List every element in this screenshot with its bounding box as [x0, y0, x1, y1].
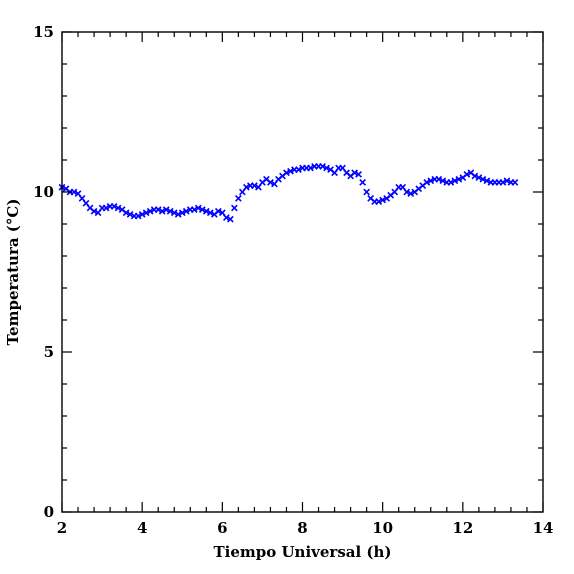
- data-point: [182, 207, 190, 215]
- y-tick-label: 5: [44, 343, 54, 361]
- y-tick-label: 15: [33, 23, 54, 41]
- data-point: [70, 188, 78, 196]
- data-point: [110, 203, 118, 210]
- data-point: [154, 206, 162, 213]
- data-points: [58, 163, 519, 223]
- data-point: [146, 207, 154, 215]
- data-point: [138, 211, 146, 218]
- data-point: [403, 188, 411, 196]
- data-point: [170, 209, 178, 217]
- data-point: [511, 179, 519, 186]
- data-point: [222, 214, 230, 221]
- axis-ticks: [61, 31, 544, 513]
- data-point: [226, 215, 234, 223]
- data-point: [202, 207, 210, 215]
- data-point: [295, 166, 302, 173]
- data-point: [235, 195, 242, 202]
- data-point: [287, 167, 294, 175]
- data-point: [375, 198, 383, 205]
- x-axis-label: Tiempo Universal (h): [213, 543, 391, 561]
- data-point: [230, 204, 238, 212]
- y-axis-label: Temperatura (°C): [4, 199, 22, 346]
- data-point: [90, 207, 98, 215]
- x-tick-label: 4: [137, 519, 147, 537]
- data-point: [471, 172, 479, 180]
- data-point: [499, 179, 507, 186]
- data-point: [243, 183, 250, 191]
- data-point: [455, 175, 463, 183]
- data-point: [439, 177, 447, 185]
- data-point: [479, 175, 487, 183]
- data-point: [483, 177, 491, 185]
- data-point: [122, 209, 130, 217]
- data-point: [307, 164, 314, 172]
- data-point: [194, 204, 202, 212]
- y-tick-label: 10: [33, 183, 54, 201]
- data-point: [407, 190, 415, 197]
- data-point: [206, 209, 214, 217]
- data-point: [351, 169, 358, 177]
- y-tick-label: 0: [44, 503, 54, 521]
- data-point: [283, 169, 290, 177]
- data-point: [267, 179, 274, 186]
- tick-labels: 2 4 6 8 10 12 14 0 5 10 15: [33, 23, 553, 537]
- data-point: [251, 182, 258, 189]
- data-point: [114, 204, 122, 212]
- x-tick-label: 14: [533, 519, 554, 537]
- data-point: [423, 179, 431, 186]
- data-point: [198, 206, 206, 213]
- data-point: [126, 211, 134, 218]
- x-tick-label: 8: [297, 519, 307, 537]
- data-point: [427, 177, 435, 185]
- data-point: [190, 206, 198, 213]
- data-point: [463, 171, 471, 178]
- x-tick-label: 10: [372, 519, 393, 537]
- data-point: [142, 209, 150, 217]
- data-point: [323, 164, 330, 172]
- plot-frame: [61, 31, 544, 513]
- data-point: [363, 188, 370, 196]
- data-point: [319, 163, 326, 170]
- data-point: [158, 207, 166, 215]
- data-point: [178, 209, 186, 217]
- data-point: [379, 196, 387, 204]
- x-tick-label: 12: [452, 519, 473, 537]
- data-point: [451, 177, 459, 185]
- data-point: [162, 206, 170, 213]
- data-point: [447, 179, 455, 186]
- data-point: [435, 175, 443, 183]
- data-point: [355, 171, 362, 178]
- data-point: [475, 174, 483, 181]
- data-point: [134, 212, 142, 220]
- data-point: [166, 207, 174, 215]
- data-point: [174, 211, 182, 218]
- data-point: [214, 207, 222, 215]
- x-tick-label: 2: [57, 519, 67, 537]
- data-point: [359, 179, 366, 186]
- data-point: [102, 204, 110, 212]
- x-tick-label: 6: [217, 519, 227, 537]
- data-point: [503, 177, 511, 185]
